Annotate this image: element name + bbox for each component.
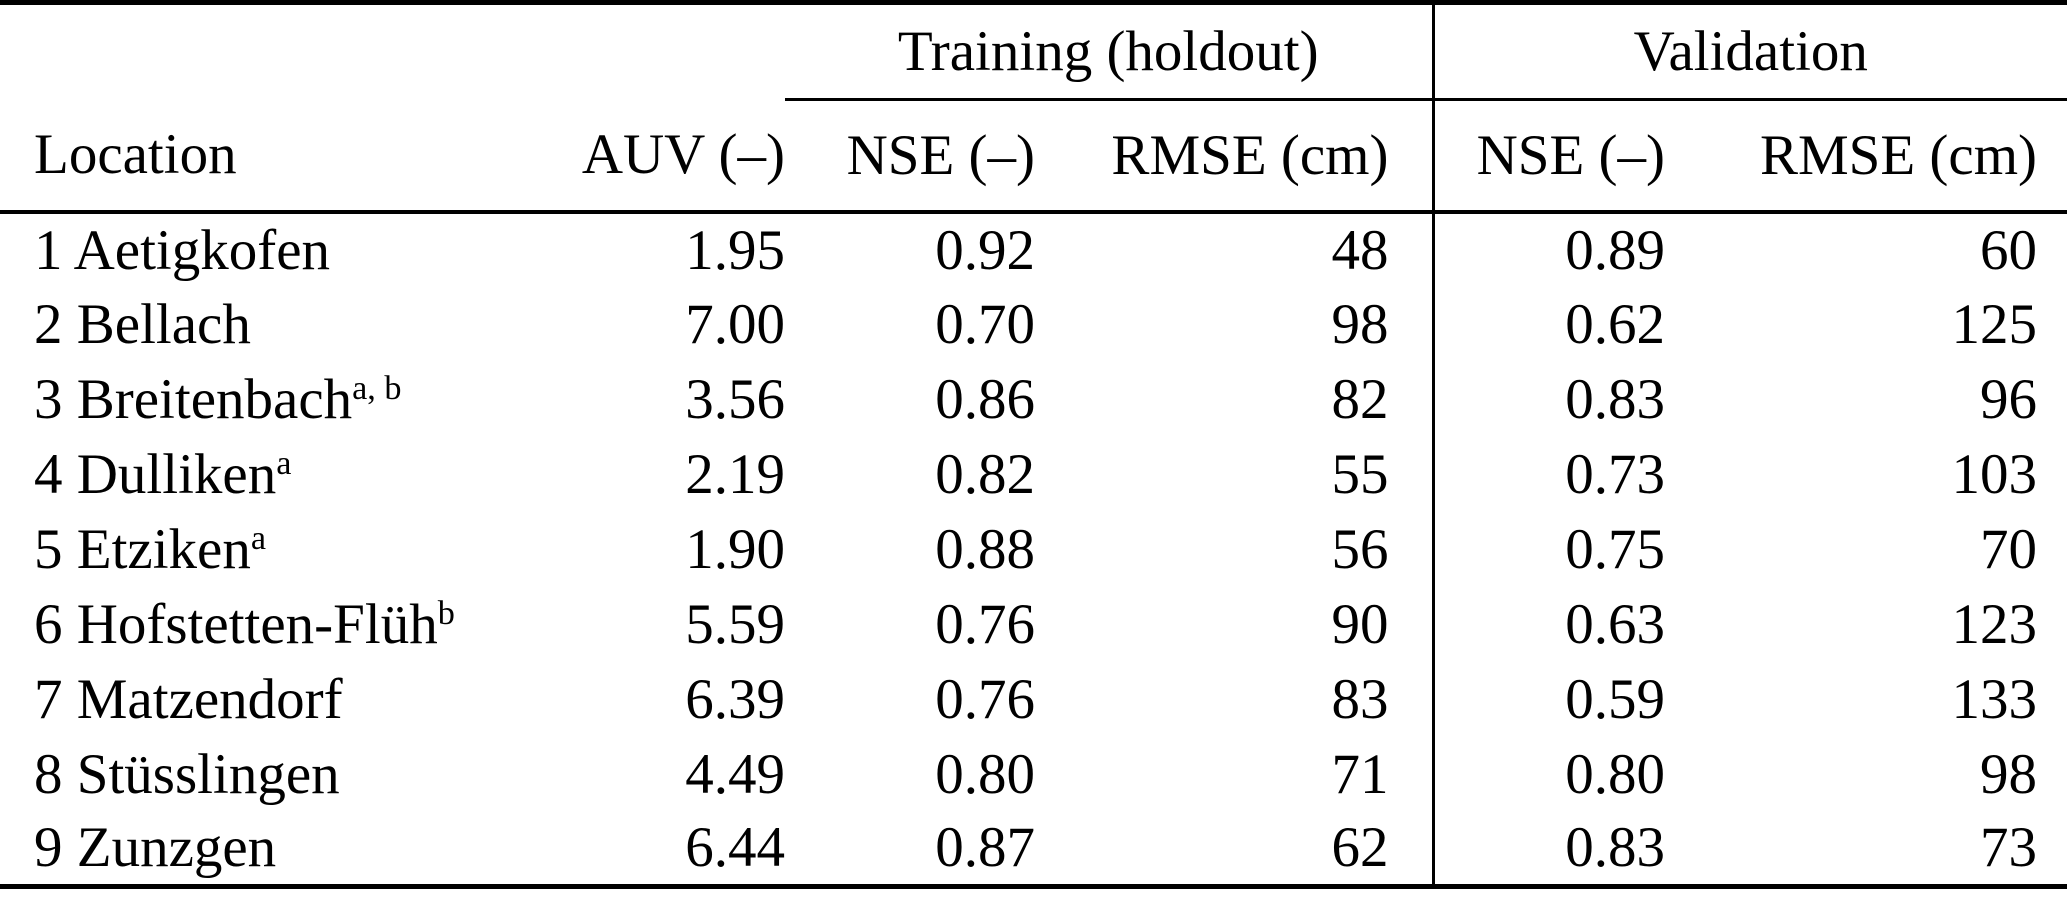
column-header-row: Location AUV (–) NSE (–) RMSE (cm) NSE (…: [0, 99, 2067, 214]
table-row: 2 Bellach 7.00 0.70 98 0.62 125: [0, 286, 2067, 362]
auv-value: 4.49: [685, 742, 785, 806]
nse-training-value: 0.92: [935, 218, 1035, 282]
location-cell: 5 Etzikena: [0, 512, 560, 587]
nse-validation-value: 0.75: [1431, 511, 1665, 587]
location-cell: 2 Bellach: [0, 287, 560, 362]
auv-value: 5.59: [685, 592, 785, 656]
table-row: 5 Etzikena 1.90 0.88 56 0.75 70: [0, 511, 2067, 587]
table-row: 6 Hofstetten-Flühb 5.59 0.76 90 0.63 123: [0, 586, 2067, 662]
nse-training-value: 0.88: [935, 517, 1035, 581]
results-table: Training (holdout) Validation Location A…: [0, 0, 2067, 889]
column-header-rmse-training: RMSE (cm): [1035, 99, 1433, 214]
nse-training-value: 0.87: [935, 816, 1035, 880]
rmse-training-value: 90: [1331, 592, 1389, 656]
column-header-rmse-validation: RMSE (cm): [1665, 99, 2067, 214]
auv-value: 3.56: [685, 367, 785, 431]
auv-value: 1.95: [685, 218, 785, 282]
column-header-nse-validation: NSE (–): [1431, 99, 1665, 214]
location-cell: 4 Dullikena: [0, 437, 560, 512]
rmse-validation-value: 103: [1951, 442, 2038, 506]
table-row: 4 Dullikena 2.19 0.82 55 0.73 103: [0, 436, 2067, 512]
auv-value: 1.90: [685, 517, 785, 581]
location-label: 1 Aetigkofen: [34, 218, 331, 282]
rmse-training-value: 55: [1331, 442, 1389, 506]
rmse-validation-value: 60: [1980, 218, 2038, 282]
nse-training-value: 0.82: [935, 442, 1035, 506]
rmse-training-value: 83: [1331, 667, 1389, 731]
nse-validation-value: 0.73: [1431, 436, 1665, 512]
rmse-validation-value: 96: [1980, 367, 2038, 431]
location-label: 3 Breitenbach: [34, 367, 353, 431]
location-cell: 7 Matzendorf: [0, 662, 560, 737]
location-cell: 3 Breitenbacha, b: [0, 362, 560, 437]
location-superscript: a: [250, 519, 267, 557]
location-cell: 8 Stüsslingen: [0, 737, 560, 812]
rmse-validation-value: 73: [1980, 816, 2038, 880]
location-superscript: b: [437, 594, 455, 632]
rmse-validation-value: 70: [1980, 517, 2038, 581]
group-header-row: Training (holdout) Validation: [0, 2, 2067, 101]
table-row: 8 Stüsslingen 4.49 0.80 71 0.80 98: [0, 736, 2067, 812]
nse-training-value: 0.86: [935, 367, 1035, 431]
location-cell: 9 Zunzgen: [0, 812, 560, 887]
nse-training-value: 0.76: [935, 667, 1035, 731]
column-header-location: Location: [0, 99, 560, 214]
table-row: 9 Zunzgen 6.44 0.87 62 0.83 73: [0, 811, 2067, 887]
nse-validation-value: 0.62: [1431, 286, 1665, 362]
location-label: 5 Etziken: [34, 517, 251, 581]
location-label: 6 Hofstetten-Flüh: [34, 592, 438, 656]
group-header-validation: Validation: [1431, 2, 2067, 101]
nse-validation-value: 0.89: [1431, 211, 1665, 287]
nse-validation-value: 0.83: [1431, 361, 1665, 437]
auv-value: 6.44: [685, 816, 785, 880]
location-label: 8 Stüsslingen: [34, 742, 340, 806]
rmse-validation-value: 98: [1980, 742, 2038, 806]
location-label: 4 Dulliken: [34, 442, 277, 506]
rmse-training-value: 48: [1331, 218, 1389, 282]
rmse-training-value: 82: [1331, 367, 1389, 431]
rmse-validation-value: 125: [1951, 292, 2038, 356]
location-cell: 1 Aetigkofen: [0, 212, 560, 287]
group-header-spacer: [0, 3, 785, 100]
table-row: 1 Aetigkofen 1.95 0.92 48 0.89 60: [0, 211, 2067, 287]
nse-training-value: 0.70: [935, 292, 1035, 356]
location-label: 7 Matzendorf: [34, 667, 343, 731]
rmse-training-value: 71: [1331, 742, 1389, 806]
location-label: 2 Bellach: [34, 292, 251, 356]
nse-validation-value: 0.63: [1431, 586, 1665, 662]
group-header-training: Training (holdout): [785, 2, 1433, 101]
table-row: 7 Matzendorf 6.39 0.76 83 0.59 133: [0, 661, 2067, 737]
location-superscript: a, b: [352, 369, 402, 407]
location-label: 9 Zunzgen: [34, 816, 277, 880]
nse-training-value: 0.76: [935, 592, 1035, 656]
auv-value: 7.00: [685, 292, 785, 356]
rmse-validation-value: 123: [1951, 592, 2038, 656]
location-superscript: a: [276, 444, 292, 482]
auv-value: 6.39: [685, 667, 785, 731]
nse-validation-value: 0.83: [1431, 811, 1665, 887]
auv-value: 2.19: [685, 442, 785, 506]
nse-training-value: 0.80: [935, 742, 1035, 806]
rmse-validation-value: 133: [1951, 667, 2038, 731]
rmse-training-value: 56: [1331, 517, 1389, 581]
rmse-training-value: 98: [1331, 292, 1389, 356]
column-header-auv: AUV (–): [560, 99, 785, 214]
column-header-nse-training: NSE (–): [785, 99, 1035, 214]
table-row: 3 Breitenbacha, b 3.56 0.86 82 0.83 96: [0, 361, 2067, 437]
location-cell: 6 Hofstetten-Flühb: [0, 587, 560, 662]
nse-validation-value: 0.59: [1431, 661, 1665, 737]
nse-validation-value: 0.80: [1431, 736, 1665, 812]
rmse-training-value: 62: [1331, 816, 1389, 880]
